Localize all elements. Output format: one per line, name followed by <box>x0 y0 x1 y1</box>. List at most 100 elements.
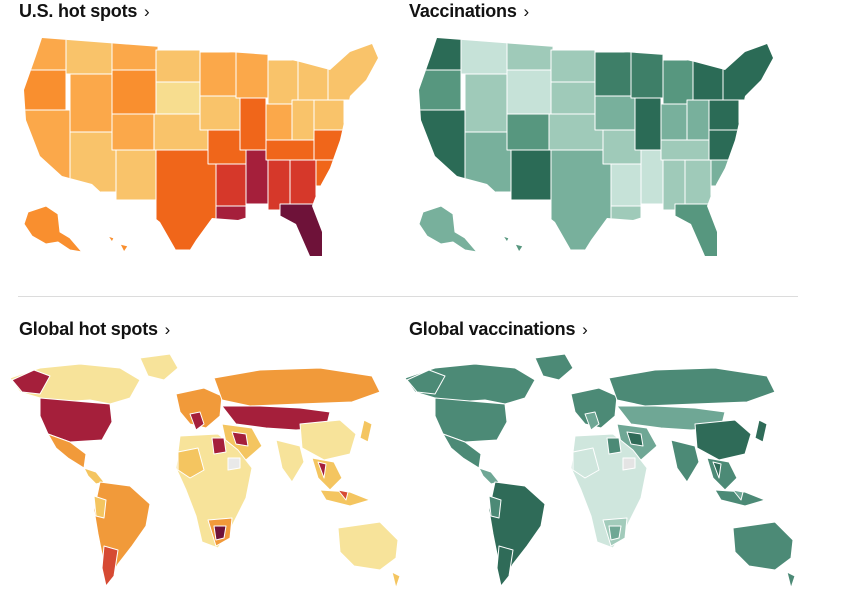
us-region <box>24 69 67 111</box>
global-vaccinations-title: Global vaccinations <box>409 319 576 339</box>
us-region <box>24 109 71 181</box>
europe-hotspot <box>584 411 600 431</box>
us-region <box>550 149 612 251</box>
us-region <box>464 131 512 193</box>
africa-nodata <box>227 457 241 471</box>
russia-shape <box>608 367 776 407</box>
alaska-shape <box>418 205 478 253</box>
us-region <box>634 97 662 151</box>
us-region <box>297 59 329 101</box>
us-region <box>24 38 67 71</box>
us-region <box>722 39 773 101</box>
us-region <box>550 49 596 83</box>
us-region <box>199 51 237 97</box>
europe-hotspot <box>189 411 205 431</box>
us-region <box>267 159 291 211</box>
usa-shape <box>434 397 508 443</box>
greenland-shape <box>139 353 179 381</box>
chevron-right-icon: › <box>523 2 529 21</box>
europe-shape <box>175 387 223 429</box>
us-region <box>313 99 345 131</box>
southeast-asia-hotspot <box>317 461 327 479</box>
southeast-asia-hotspot <box>712 461 722 479</box>
us-region <box>265 103 293 141</box>
vaccinations-link[interactable]: Vaccinations › <box>409 1 529 22</box>
global-vaccinations-map[interactable] <box>395 350 796 600</box>
global-vaccinations-link[interactable]: Global vaccinations › <box>409 319 588 340</box>
us-region <box>464 73 508 133</box>
japan-shape <box>754 419 768 443</box>
africa-nodata <box>622 457 636 471</box>
us-region <box>506 69 552 115</box>
us-region <box>662 59 694 105</box>
indonesia-hotspot <box>337 489 349 501</box>
global-hot-spots-panel: Global hot spots › <box>0 310 401 589</box>
us-region <box>111 38 159 71</box>
us-region <box>594 95 636 131</box>
india-shape <box>670 439 700 483</box>
us-hot-spots-map[interactable] <box>0 0 400 290</box>
us-hot-spots-link[interactable]: U.S. hot spots › <box>19 1 150 22</box>
central-america-shape <box>83 467 105 485</box>
australia-shape <box>337 521 399 571</box>
us-region <box>710 159 738 187</box>
vaccinations-title: Vaccinations <box>409 1 517 21</box>
peru-shape <box>93 495 107 519</box>
middle-east-hotspot <box>231 431 249 447</box>
us-region <box>265 139 317 161</box>
us-region <box>291 99 315 141</box>
us-region <box>419 38 462 71</box>
russia-shape <box>213 367 381 407</box>
us-region <box>235 51 269 99</box>
us-hot-spots-title: U.S. hot spots <box>19 1 138 21</box>
australia-shape <box>732 521 794 571</box>
global-hot-spots-link[interactable]: Global hot spots › <box>19 319 170 340</box>
us-region <box>662 159 686 211</box>
vaccinations-map[interactable] <box>395 0 795 290</box>
us-region <box>267 59 299 105</box>
us-region <box>610 205 642 237</box>
us-region <box>215 163 247 207</box>
alaska-region <box>11 369 51 395</box>
us-region <box>313 129 345 161</box>
us-region <box>155 149 217 251</box>
indonesia-hotspot <box>732 489 744 501</box>
argentina-shape <box>496 545 514 587</box>
global-vaccinations-panel: Global vaccinations › <box>395 310 796 589</box>
us-region <box>692 59 724 101</box>
west-africa-shape <box>572 447 600 479</box>
us-region <box>279 203 331 256</box>
chevron-right-icon: › <box>144 2 150 21</box>
africa-hotspot <box>211 437 227 455</box>
us-region <box>610 163 642 207</box>
us-region <box>239 97 267 151</box>
us-region <box>315 159 343 187</box>
us-region <box>419 69 462 111</box>
section-divider <box>18 296 798 297</box>
argentina-shape <box>101 545 119 587</box>
vaccinations-panel: Vaccinations › <box>395 0 795 290</box>
new-zealand-shape <box>391 571 401 589</box>
us-hot-spots-panel: U.S. hot spots › <box>0 0 400 290</box>
us-region <box>111 113 155 151</box>
us-region <box>419 109 466 181</box>
us-region <box>65 38 113 75</box>
usa-shape <box>39 397 113 443</box>
alaska-region <box>406 369 446 395</box>
new-zealand-shape <box>786 571 796 589</box>
us-region <box>199 95 241 131</box>
global-hot-spots-map[interactable] <box>0 350 401 600</box>
china-shape <box>299 419 357 461</box>
southeast-asia-shape <box>706 457 738 491</box>
chevron-right-icon: › <box>164 320 171 339</box>
us-region <box>594 51 632 97</box>
us-region <box>660 139 712 161</box>
us-region <box>686 99 710 141</box>
us-region <box>660 103 688 141</box>
africa-hotspot <box>606 437 622 455</box>
alaska-shape <box>23 205 83 253</box>
south-africa-hotspot <box>608 525 622 541</box>
us-region <box>510 149 552 201</box>
us-region <box>708 129 740 161</box>
southeast-asia-shape <box>311 457 343 491</box>
